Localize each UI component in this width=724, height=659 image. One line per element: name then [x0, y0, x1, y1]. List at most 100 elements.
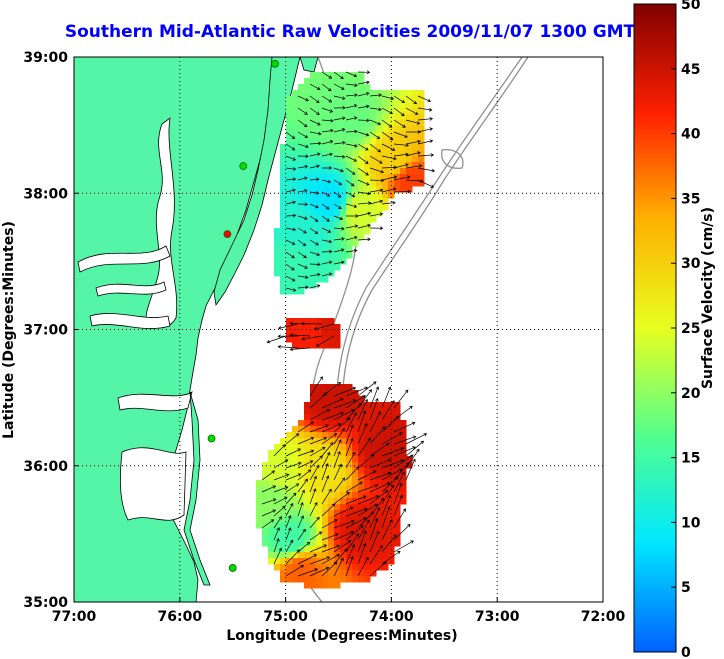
velocity-cell [334, 408, 341, 415]
velocity-cell [316, 228, 323, 235]
velocity-cell [298, 426, 305, 433]
velocity-cell [322, 168, 329, 175]
velocity-cell [388, 432, 395, 439]
velocity-cell [292, 432, 299, 439]
velocity-cell [334, 492, 341, 499]
velocity-cell [280, 456, 287, 463]
velocity-cell [316, 570, 323, 577]
velocity-cell [394, 486, 401, 493]
velocity-cell [292, 180, 299, 187]
velocity-cell [310, 144, 317, 151]
velocity-cell [334, 252, 341, 259]
velocity-cell [376, 144, 383, 151]
velocity-cell [340, 516, 347, 523]
velocity-cell [364, 114, 371, 121]
velocity-cell [400, 156, 407, 163]
velocity-cell [418, 144, 425, 151]
velocity-vector [297, 227, 307, 234]
velocity-cell [364, 528, 371, 535]
velocity-cell [358, 186, 365, 193]
velocity-cell [328, 540, 335, 547]
velocity-cell [292, 120, 299, 127]
velocity-cell [310, 408, 317, 415]
velocity-cell [364, 432, 371, 439]
velocity-cell [334, 144, 341, 151]
velocity-cell [286, 324, 293, 331]
velocity-cell [280, 168, 287, 175]
velocity-cell [358, 408, 365, 415]
velocity-cell [304, 150, 311, 157]
velocity-vector [381, 107, 393, 115]
velocity-cell [352, 174, 359, 181]
velocity-cell [316, 540, 323, 547]
velocity-cell [280, 528, 287, 535]
velocity-cell [376, 162, 383, 169]
velocity-cell [334, 510, 341, 517]
velocity-cell [334, 90, 341, 97]
velocity-cell [286, 120, 293, 127]
velocity-cell [370, 534, 377, 541]
velocity-vector [369, 545, 383, 565]
velocity-cell [280, 204, 287, 211]
velocity-cell [292, 222, 299, 229]
velocity-cell [388, 492, 395, 499]
velocity-cell [400, 174, 407, 181]
velocity-cell [310, 570, 317, 577]
velocity-cell [352, 72, 359, 79]
velocity-vector [345, 533, 359, 553]
velocity-cell [292, 558, 299, 565]
velocity-vector [321, 107, 334, 113]
velocity-cell [304, 504, 311, 511]
velocity-vector [285, 188, 296, 193]
velocity-cell [304, 258, 311, 265]
x-axis: 77:00 76:00 75:00 74:00 73:00 72:00 [52, 597, 626, 625]
velocity-vector [369, 411, 381, 433]
velocity-cell [262, 492, 269, 499]
velocity-vector [393, 454, 414, 469]
velocity-cell [364, 510, 371, 517]
velocity-cell [364, 492, 371, 499]
velocity-vector [297, 176, 308, 181]
velocity-vector [266, 335, 287, 344]
velocity-vector [285, 263, 295, 271]
velocity-cell [388, 144, 395, 151]
velocity-vector [285, 227, 297, 232]
velocity-vector [381, 143, 396, 151]
velocity-cell [292, 90, 299, 97]
velocity-vector [321, 166, 333, 170]
velocity-cell [358, 456, 365, 463]
velocity-cell [334, 120, 341, 127]
velocity-cell [286, 126, 293, 133]
velocity-cell [274, 240, 281, 247]
velocity-cell [256, 510, 263, 517]
velocity-cell [346, 402, 353, 409]
velocity-cell [286, 102, 293, 109]
velocity-cell [340, 390, 347, 397]
velocity-cell [286, 180, 293, 187]
velocity-cell [304, 270, 311, 277]
velocity-cell [310, 168, 317, 175]
velocity-cell [280, 150, 287, 157]
velocity-vector [297, 515, 304, 529]
velocity-vector [297, 528, 306, 541]
velocity-cell [274, 450, 281, 457]
velocity-cell [340, 480, 347, 487]
velocity-vector [393, 446, 416, 457]
velocity-cell [292, 540, 299, 547]
velocity-cell [352, 468, 359, 475]
velocity-cell [340, 108, 347, 115]
velocity-vector [321, 179, 332, 184]
velocity-cell [328, 114, 335, 121]
velocity-cell [298, 456, 305, 463]
velocity-cell [370, 450, 377, 457]
velocity-cell [328, 330, 335, 337]
velocity-cell [286, 216, 293, 223]
velocity-cell [358, 126, 365, 133]
velocity-vector [393, 107, 405, 117]
velocity-cell [310, 270, 317, 277]
velocity-cell [346, 162, 353, 169]
velocity-cell [274, 480, 281, 487]
depth-contour [441, 149, 464, 169]
velocity-vector [345, 412, 357, 433]
velocity-vector [357, 143, 369, 151]
